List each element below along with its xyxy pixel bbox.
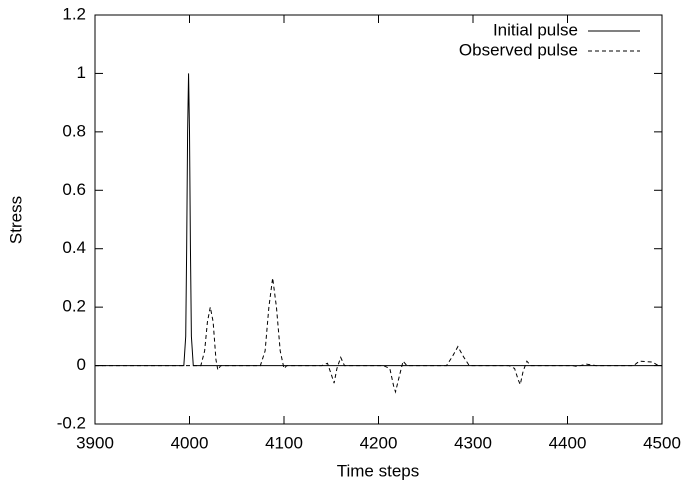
x-axis-label: Time steps [337, 461, 420, 480]
series-line [95, 277, 662, 394]
y-tick-label: 0.6 [62, 180, 86, 199]
x-tick-label: 4400 [549, 433, 587, 452]
y-tick-label: 1 [77, 63, 86, 82]
x-tick-label: 4300 [454, 433, 492, 452]
y-tick-label: 0.4 [62, 238, 86, 257]
y-tick-label: -0.2 [57, 413, 86, 432]
y-axis-label: Stress [6, 196, 25, 244]
x-tick-label: 3900 [76, 433, 114, 452]
x-tick-label: 4500 [643, 433, 681, 452]
x-tick-label: 4100 [265, 433, 303, 452]
x-tick-label: 4000 [171, 433, 209, 452]
y-tick-label: 0 [77, 355, 86, 374]
y-tick-label: 1.2 [62, 4, 86, 23]
x-tick-label: 4200 [360, 433, 398, 452]
legend-label: Initial pulse [493, 20, 578, 39]
series-line [95, 73, 662, 367]
plot-frame [94, 14, 663, 425]
legend-label: Observed pulse [459, 40, 578, 59]
y-tick-label: 0.8 [62, 121, 86, 140]
y-tick-label: 0.2 [62, 297, 86, 316]
